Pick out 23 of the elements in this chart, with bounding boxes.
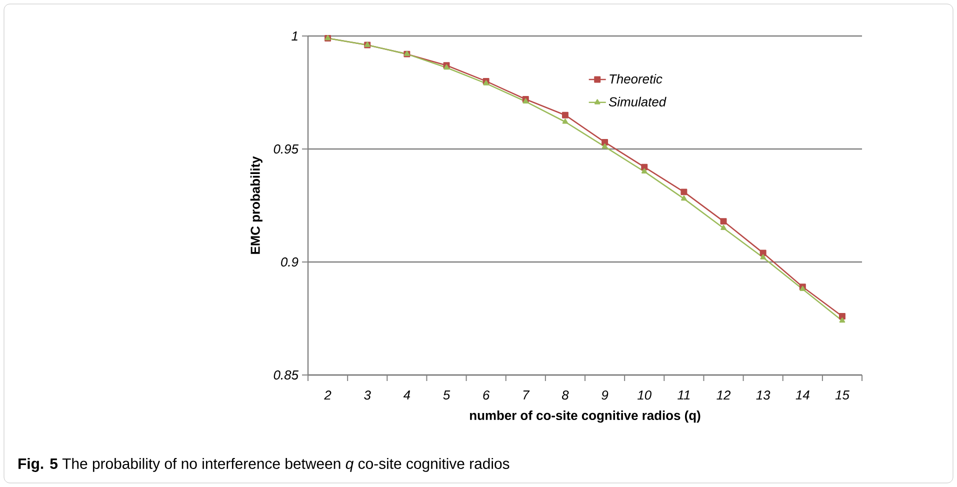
y-tick-label: 0.9 [281, 257, 298, 267]
x-tick-label: 3 [364, 390, 371, 400]
x-tick-label: 15 [835, 390, 850, 400]
x-tick-label: 10 [637, 390, 652, 400]
x-tick-label: 4 [403, 390, 410, 400]
y-axis-title: EMC probability [250, 156, 262, 254]
legend-label: Simulated [608, 96, 666, 106]
y-tick-label: 1 [292, 32, 298, 40]
text: Fig. 5 The probability of no interference between q co-site cognitive radios [18, 458, 510, 472]
x-tick-label: 9 [602, 390, 608, 400]
x-tick-label: 6 [483, 390, 490, 400]
x-tick-label: 12 [716, 390, 731, 400]
x-tick-label: 5 [443, 390, 450, 400]
x-tick-label: 2 [324, 390, 332, 400]
x-tick-label: 13 [756, 390, 770, 400]
legend-label: Theoretic [610, 74, 662, 84]
x-axis-title: number of co-site cognitive radios (q) [470, 410, 700, 423]
x-tick-label: 8 [562, 390, 569, 400]
x-tick-label: 11 [678, 390, 690, 400]
x-tick-label: 7 [523, 390, 530, 400]
x-tick-label: 14 [796, 390, 810, 400]
y-tick-label: 0.95 [274, 144, 299, 154]
y-tick-label: 0.85 [274, 370, 299, 380]
